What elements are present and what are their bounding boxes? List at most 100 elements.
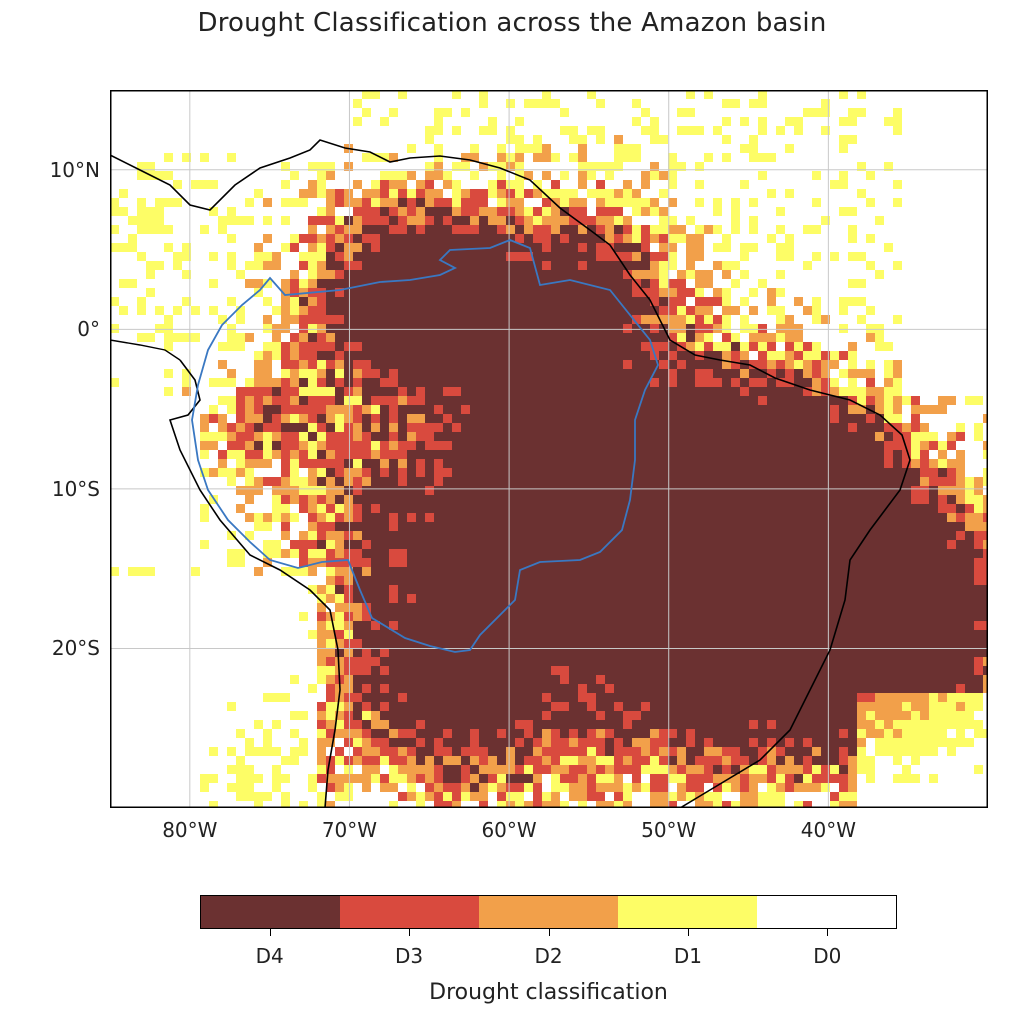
raster-cell	[479, 603, 488, 612]
raster-cell	[686, 522, 695, 531]
raster-cell	[290, 279, 299, 288]
raster-cell	[947, 486, 956, 495]
raster-cell	[560, 360, 569, 369]
raster-cell	[866, 549, 875, 558]
raster-cell	[641, 243, 650, 252]
raster-cell	[461, 684, 470, 693]
raster-cell	[749, 441, 758, 450]
raster-cell	[272, 306, 281, 315]
raster-cell	[290, 513, 299, 522]
raster-cell	[389, 207, 398, 216]
raster-cell	[632, 531, 641, 540]
raster-cell	[497, 540, 506, 549]
raster-cell	[398, 423, 407, 432]
raster-cell	[893, 441, 902, 450]
raster-cell	[920, 567, 929, 576]
raster-cell	[704, 396, 713, 405]
raster-cell	[749, 342, 758, 351]
raster-cell	[461, 693, 470, 702]
raster-cell	[560, 567, 569, 576]
raster-cell	[290, 711, 299, 720]
raster-cell	[551, 612, 560, 621]
raster-cell	[479, 324, 488, 333]
raster-cell	[317, 495, 326, 504]
raster-cell	[965, 549, 974, 558]
raster-cell	[524, 405, 533, 414]
raster-cell	[425, 603, 434, 612]
raster-cell	[875, 558, 884, 567]
raster-cell	[812, 747, 821, 756]
raster-cell	[452, 558, 461, 567]
raster-cell	[920, 477, 929, 486]
raster-cell	[749, 657, 758, 666]
raster-cell	[911, 693, 920, 702]
raster-cell	[425, 387, 434, 396]
raster-cell	[920, 747, 929, 756]
raster-cell	[551, 441, 560, 450]
raster-cell	[479, 693, 488, 702]
raster-cell	[551, 432, 560, 441]
raster-cell	[803, 261, 812, 270]
raster-cell	[371, 612, 380, 621]
raster-cell	[560, 279, 569, 288]
raster-cell	[506, 270, 515, 279]
raster-cell	[596, 657, 605, 666]
raster-cell	[470, 522, 479, 531]
raster-cell	[407, 747, 416, 756]
raster-cell	[506, 684, 515, 693]
raster-cell	[380, 459, 389, 468]
raster-cell	[515, 216, 524, 225]
raster-cell	[821, 675, 830, 684]
raster-cell	[416, 486, 425, 495]
raster-cell	[929, 639, 938, 648]
raster-cell	[785, 432, 794, 441]
raster-cell	[659, 261, 668, 270]
raster-cell	[587, 243, 596, 252]
raster-cell	[911, 648, 920, 657]
raster-cell	[902, 648, 911, 657]
raster-cell	[614, 639, 623, 648]
raster-cell	[308, 189, 317, 198]
raster-cell	[641, 720, 650, 729]
raster-cell	[317, 405, 326, 414]
raster-cell	[398, 360, 407, 369]
raster-cell	[551, 270, 560, 279]
raster-cell	[623, 630, 632, 639]
raster-cell	[911, 657, 920, 666]
raster-cell	[218, 216, 227, 225]
raster-cell	[659, 720, 668, 729]
raster-cell	[767, 558, 776, 567]
raster-cell	[695, 270, 704, 279]
raster-cell	[749, 648, 758, 657]
raster-cell	[623, 576, 632, 585]
raster-cell	[929, 774, 938, 783]
raster-cell	[416, 756, 425, 765]
raster-cell	[470, 747, 479, 756]
raster-cell	[659, 504, 668, 513]
raster-cell	[884, 441, 893, 450]
raster-cell	[839, 549, 848, 558]
raster-cell	[506, 675, 515, 684]
raster-cell	[398, 405, 407, 414]
raster-cell	[650, 315, 659, 324]
raster-cell	[713, 666, 722, 675]
raster-cell	[290, 342, 299, 351]
raster-cell	[263, 315, 272, 324]
raster-cell	[164, 342, 173, 351]
raster-cell	[434, 729, 443, 738]
raster-cell	[695, 288, 704, 297]
raster-cell	[524, 360, 533, 369]
raster-cell	[929, 675, 938, 684]
raster-cell	[569, 225, 578, 234]
raster-cell	[533, 711, 542, 720]
raster-cell	[812, 513, 821, 522]
raster-cell	[515, 639, 524, 648]
raster-cell	[407, 621, 416, 630]
raster-cell	[668, 288, 677, 297]
raster-cell	[398, 540, 407, 549]
raster-cell	[731, 729, 740, 738]
raster-cell	[650, 414, 659, 423]
raster-cell	[920, 531, 929, 540]
raster-cell	[875, 567, 884, 576]
raster-cell	[947, 459, 956, 468]
